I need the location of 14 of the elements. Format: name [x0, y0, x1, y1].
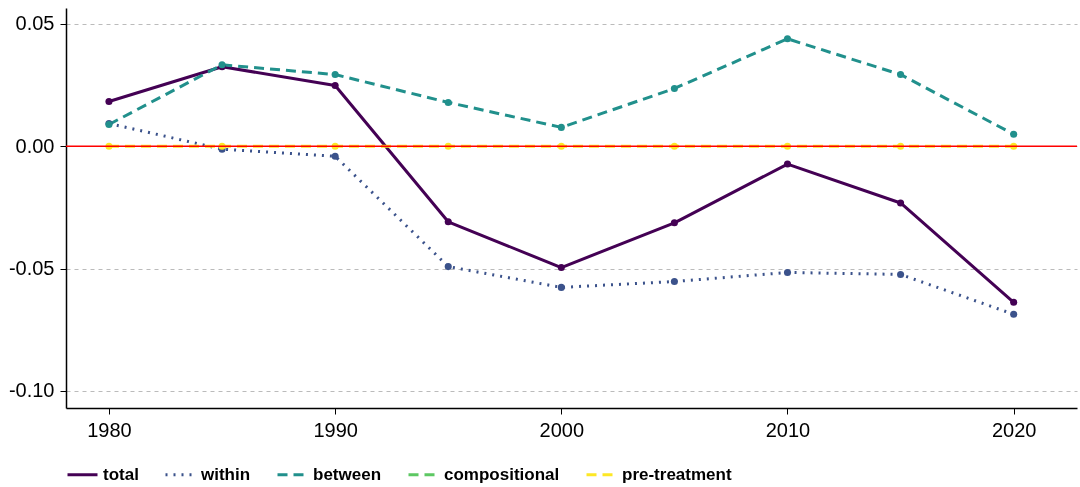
- y-tick-label: 0.00: [15, 134, 55, 157]
- y-tick-label: -0.05: [8, 257, 55, 280]
- x-tick-label: 1980: [87, 418, 132, 441]
- x-tick-label: 2000: [539, 418, 585, 441]
- y-tick-label: 0.05: [15, 12, 55, 35]
- x-tick-label: 1990: [313, 418, 358, 441]
- legend-label: total: [103, 464, 139, 484]
- legend-label: within: [200, 464, 251, 484]
- legend-label: compositional: [444, 464, 560, 484]
- x-tick-label: 2010: [765, 418, 811, 441]
- legend-label: pre-treatment: [622, 464, 732, 484]
- x-tick-label: 2020: [991, 418, 1037, 441]
- legend-label: between: [313, 464, 382, 484]
- y-tick-label: -0.10: [8, 379, 55, 402]
